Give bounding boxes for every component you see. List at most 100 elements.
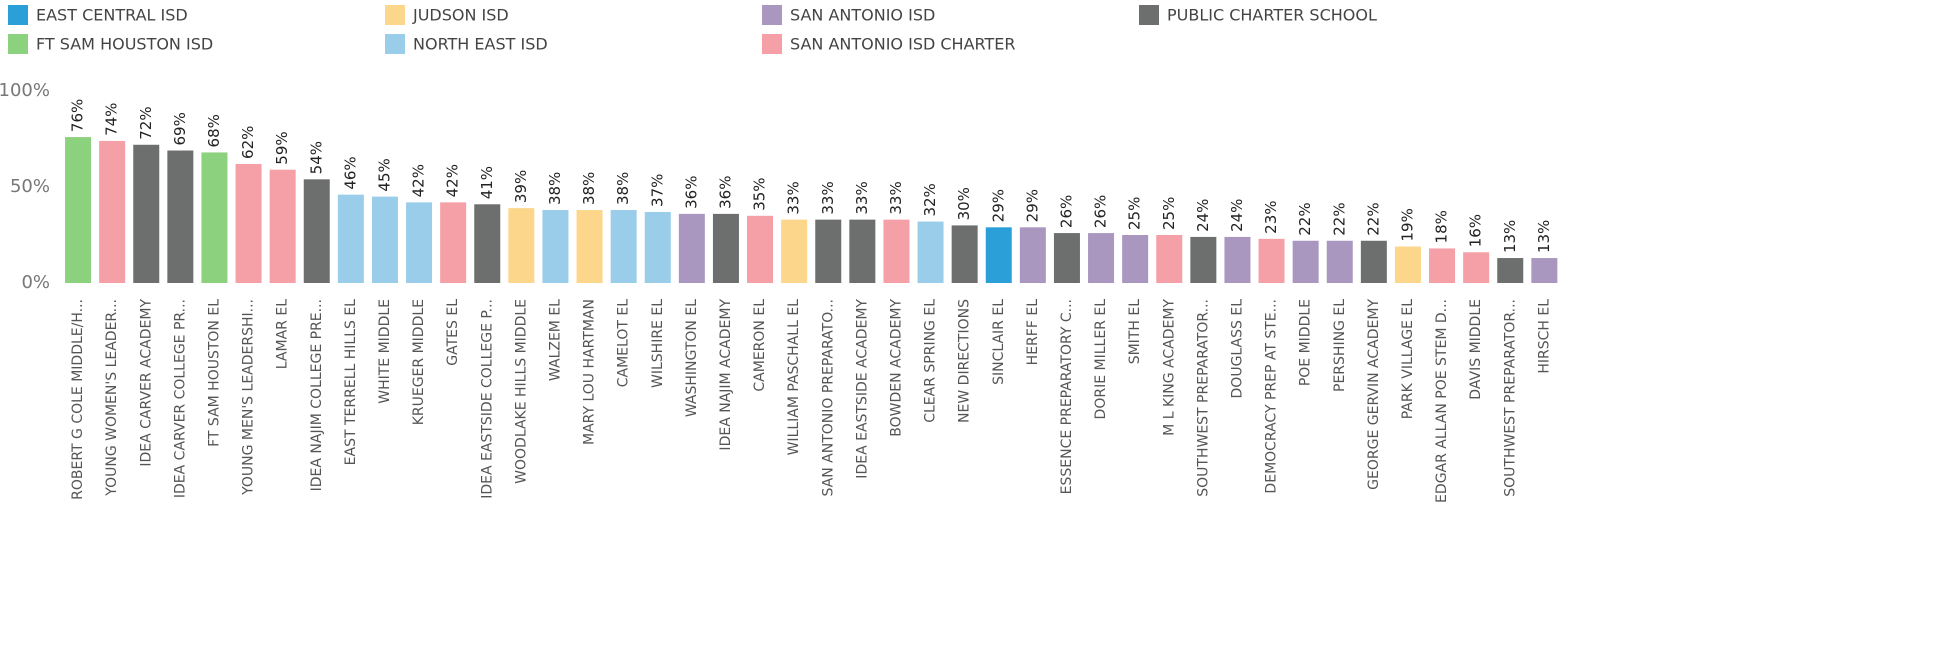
x-tick-label: WALZEM EL <box>547 299 563 381</box>
value-label: 26% <box>1057 195 1075 228</box>
x-tick-label: PARK VILLAGE EL <box>1400 299 1416 419</box>
bar <box>985 227 1012 283</box>
x-tick-label: MARY LOU HARTMAN <box>582 299 598 445</box>
y-tick-label: 100% <box>0 80 50 101</box>
bar <box>1463 252 1490 283</box>
x-tick-label: SOUTHWEST PREPARATOR... <box>1195 299 1211 497</box>
x-tick-label: CAMERON EL <box>752 299 768 392</box>
y-tick-label: 0% <box>21 272 50 293</box>
x-tick-label: IDEA EASTSIDE COLLEGE P... <box>479 299 495 499</box>
bar <box>951 225 978 283</box>
legend-swatch <box>385 34 405 54</box>
legend-swatch <box>762 34 782 54</box>
bar <box>747 215 774 283</box>
x-tick-label: IDEA NAJIM ACADEMY <box>718 299 734 451</box>
x-tick-label: EAST TERRELL HILLS EL <box>343 299 359 465</box>
x-tick-label: PERSHING EL <box>1332 299 1348 392</box>
value-label: 41% <box>478 166 496 199</box>
bar <box>576 210 603 283</box>
x-tick-label: CLEAR SPRING EL <box>923 299 939 423</box>
bar <box>1088 233 1115 283</box>
value-label: 29% <box>1023 189 1041 222</box>
x-tick-label: IDEA NAJIM COLLEGE PRE... <box>309 299 325 491</box>
value-label: 76% <box>69 99 87 132</box>
legend-swatch <box>8 34 28 54</box>
bar <box>815 219 842 283</box>
bar <box>406 202 433 283</box>
value-label: 38% <box>614 172 632 205</box>
bar <box>65 137 92 283</box>
bar <box>781 219 808 283</box>
x-tick-label: WASHINGTON EL <box>684 299 700 417</box>
x-tick-label: ROBERT G COLE MIDDLE/H... <box>70 299 86 500</box>
x-tick-label: FT SAM HOUSTON EL <box>206 299 222 447</box>
x-tick-label: DEMOCRACY PREP AT STE... <box>1264 299 1280 494</box>
value-label: 62% <box>239 126 257 159</box>
bar <box>1019 227 1046 283</box>
bar <box>1190 236 1217 283</box>
legend-label: NORTH EAST ISD <box>413 35 548 54</box>
value-label: 13% <box>1501 220 1519 253</box>
legend-swatch <box>385 5 405 25</box>
value-label: 33% <box>853 181 871 214</box>
x-tick-label: DOUGLASS EL <box>1229 299 1245 399</box>
x-tick-label: DORIE MILLER EL <box>1093 299 1109 420</box>
value-label: 37% <box>648 174 666 207</box>
bar <box>644 211 671 283</box>
value-label: 24% <box>1194 199 1212 232</box>
value-label: 22% <box>1364 202 1382 235</box>
x-tick-label: EDGAR ALLAN POE STEM D... <box>1434 299 1450 503</box>
value-label: 33% <box>819 181 837 214</box>
bar <box>1360 240 1387 283</box>
x-tick-label: WHITE MIDDLE <box>377 299 393 404</box>
bar <box>1258 238 1285 283</box>
x-tick-label: LAMAR EL <box>275 299 291 369</box>
value-label: 38% <box>580 172 598 205</box>
x-tick-label: KRUEGER MIDDLE <box>411 299 427 425</box>
bar <box>201 152 228 283</box>
bar <box>303 179 330 283</box>
legend-swatch <box>762 5 782 25</box>
value-label: 39% <box>512 170 530 203</box>
x-tick-label: GATES EL <box>445 299 461 366</box>
x-tick-label: BOWDEN ACADEMY <box>888 299 904 437</box>
bar <box>712 213 739 283</box>
y-tick-label: 50% <box>10 176 50 197</box>
value-label: 13% <box>1535 220 1553 253</box>
value-label: 68% <box>205 114 223 147</box>
legend-label: SAN ANTONIO ISD <box>790 6 935 25</box>
legend-label: PUBLIC CHARTER SCHOOL <box>1167 6 1377 25</box>
value-label: 42% <box>444 164 462 197</box>
legend-swatch <box>1139 5 1159 25</box>
bar <box>1292 240 1319 283</box>
x-tick-label: M L KING ACADEMY <box>1161 299 1177 436</box>
value-label: 16% <box>1467 214 1485 247</box>
x-tick-label: ESSENCE PREPARATORY C... <box>1059 299 1075 494</box>
value-label: 36% <box>716 176 734 209</box>
legend-label: JUDSON ISD <box>412 6 509 25</box>
value-label: 72% <box>137 106 155 139</box>
bar <box>1156 235 1183 283</box>
bar <box>917 221 944 283</box>
bar <box>440 202 467 283</box>
bar <box>883 219 910 283</box>
bar <box>235 163 262 283</box>
value-label: 38% <box>546 172 564 205</box>
legend-label: SAN ANTONIO ISD CHARTER <box>790 35 1015 54</box>
x-tick-label: CAMELOT EL <box>616 299 632 387</box>
value-label: 25% <box>1126 197 1144 230</box>
bar <box>167 150 194 283</box>
value-label: 32% <box>921 183 939 216</box>
x-tick-label: GEORGE GERVIN ACADEMY <box>1366 299 1382 490</box>
x-tick-label: SMITH EL <box>1127 299 1143 364</box>
x-tick-label: DAVIS MIDDLE <box>1468 299 1484 400</box>
value-label: 23% <box>1262 200 1280 233</box>
bar <box>1497 258 1524 283</box>
bar <box>99 140 126 283</box>
value-label: 74% <box>103 103 121 136</box>
bar <box>1326 240 1353 283</box>
value-label: 30% <box>955 187 973 220</box>
value-label: 36% <box>682 176 700 209</box>
bar <box>849 219 876 283</box>
